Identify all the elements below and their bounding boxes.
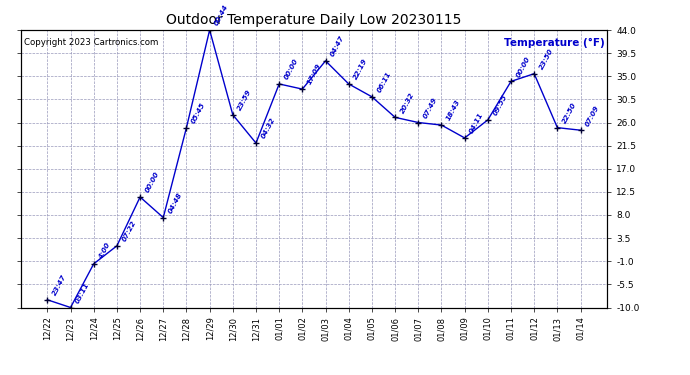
- Text: 03:11: 03:11: [75, 281, 91, 304]
- Text: 04:47: 04:47: [330, 34, 346, 58]
- Text: 04:11: 04:11: [469, 112, 485, 135]
- Text: 20:32: 20:32: [400, 91, 415, 114]
- Text: 4:00: 4:00: [98, 242, 112, 261]
- Text: 07:49: 07:49: [422, 96, 438, 119]
- Text: 06:11: 06:11: [376, 70, 392, 94]
- Text: 07:22: 07:22: [121, 220, 137, 243]
- Text: 23:59: 23:59: [237, 88, 253, 112]
- Text: 23:50: 23:50: [538, 48, 554, 70]
- Text: 00:00: 00:00: [515, 55, 531, 78]
- Text: 04:48: 04:48: [168, 191, 184, 214]
- Text: 05:45: 05:45: [190, 102, 206, 124]
- Text: 22:50: 22:50: [562, 102, 578, 124]
- Text: 00:44: 00:44: [214, 4, 230, 27]
- Text: 17:09: 17:09: [306, 63, 322, 86]
- Text: 00:00: 00:00: [284, 58, 299, 81]
- Text: 22:19: 22:19: [353, 58, 369, 81]
- Text: 07:09: 07:09: [584, 104, 601, 127]
- Text: Copyright 2023 Cartronics.com: Copyright 2023 Cartronics.com: [23, 38, 158, 47]
- Text: 09:55: 09:55: [492, 94, 508, 117]
- Text: 23:47: 23:47: [52, 274, 68, 297]
- Text: 04:32: 04:32: [260, 117, 276, 140]
- Text: 18:43: 18:43: [446, 99, 462, 122]
- Title: Outdoor Temperature Daily Low 20230115: Outdoor Temperature Daily Low 20230115: [166, 13, 462, 27]
- Text: 00:00: 00:00: [144, 171, 160, 194]
- Text: Temperature (°F): Temperature (°F): [504, 38, 604, 48]
